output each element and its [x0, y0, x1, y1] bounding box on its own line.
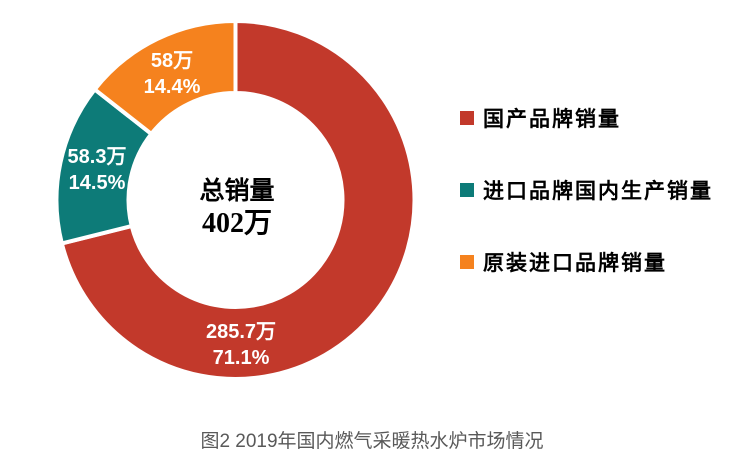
donut-slices-group — [54, 18, 417, 381]
legend-swatch-orange — [460, 255, 474, 269]
legend-item-domestic: 国产品牌销量 — [460, 105, 621, 131]
legend-item-imported-domestic-production: 进口品牌国内生产销量 — [460, 177, 713, 203]
figure-caption: 图2 2019年国内燃气采暖热水炉市场情况 — [200, 431, 544, 452]
total-sales-value: 402万 — [201, 208, 272, 239]
legend-label: 进口品牌国内生产销量 — [483, 179, 713, 203]
total-sales-title: 总销量 — [199, 178, 275, 205]
legend-swatch-red — [460, 111, 474, 125]
legend-item-original-imported: 原装进口品牌销量 — [460, 249, 667, 275]
legend-label: 原装进口品牌销量 — [483, 251, 667, 275]
legend-label: 国产品牌销量 — [483, 107, 621, 131]
pie-slice-2 — [91, 18, 238, 137]
donut-center-label: 总销量 402万 — [157, 177, 317, 241]
pie-slice-0 — [59, 18, 417, 381]
legend-swatch-teal — [460, 183, 474, 197]
